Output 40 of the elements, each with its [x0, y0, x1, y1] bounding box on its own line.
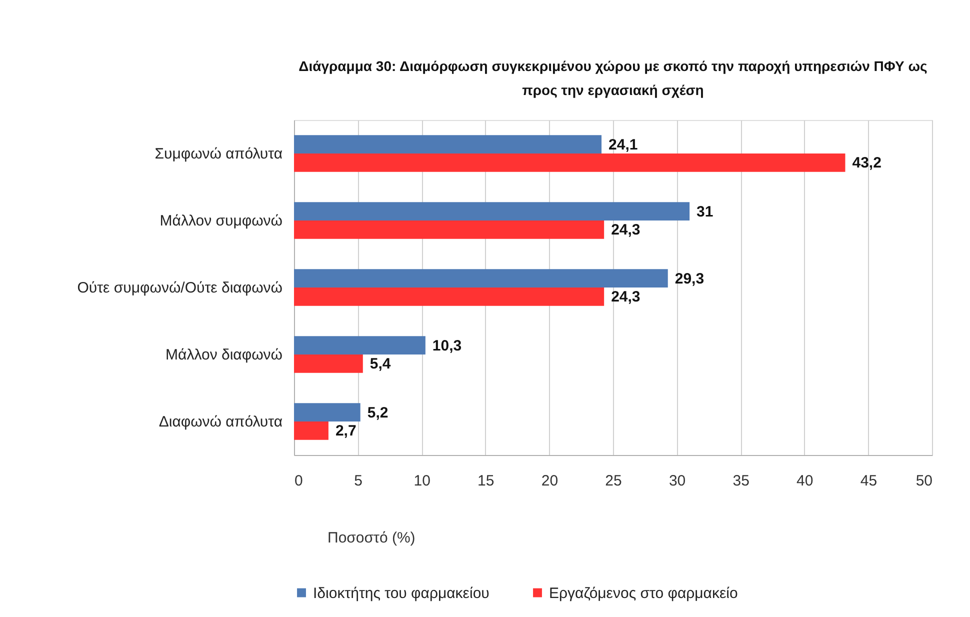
bar	[294, 354, 363, 373]
x-tick-label: 25	[605, 472, 622, 490]
bar	[294, 422, 328, 440]
data-label: 24,3	[611, 288, 640, 306]
bar	[294, 220, 604, 239]
legend-label: Εργαζόμενος στο φαρμακείο	[549, 584, 738, 602]
y-tick-label: Μάλλον συμφωνώ	[160, 212, 283, 230]
legend-label: Ιδιοκτήτης του φαρμακείου	[313, 584, 490, 602]
x-tick-label: 20	[541, 472, 558, 490]
bar	[294, 135, 602, 154]
data-label: 31	[696, 203, 714, 220]
bar	[294, 154, 846, 172]
data-label: 2,7	[335, 422, 356, 440]
x-axis-title: Ποσοστό (%)	[328, 530, 416, 546]
x-tick-label: 0	[294, 472, 303, 490]
x-tick-label: 30	[668, 472, 686, 490]
data-label: 43,2	[852, 154, 882, 172]
x-tick-label: 5	[354, 472, 362, 490]
chart-title: Διάγραμμα 30: Διαμόρφωση συγκεκριμένου χώρου με σκοπό την παροχή υπηρεσιών ΠΦΥ ως προς την εργασιακή σχέση	[298, 58, 928, 98]
x-tick-label: 50	[916, 472, 932, 490]
data-label: 29,3	[674, 270, 704, 288]
y-tick-label: Μάλλον διαφωνώ	[166, 346, 283, 364]
y-tick-label: Ούτε συμφωνώ/Ούτε διαφωνώ	[77, 280, 283, 296]
bar	[294, 202, 690, 220]
bar	[294, 288, 604, 306]
bar	[294, 269, 668, 288]
y-tick-label: Συμφωνώ απόλυτα	[154, 146, 283, 162]
x-tick-label: 15	[478, 472, 494, 490]
y-tick-label: Διαφωνώ απόλυτα	[158, 414, 283, 430]
data-label: 5,2	[367, 404, 388, 422]
x-tick-label: 45	[860, 472, 878, 490]
data-label: 24,3	[611, 222, 640, 239]
x-tick-label: 10	[414, 472, 430, 490]
bar	[294, 336, 426, 354]
data-label: 10,3	[432, 337, 462, 354]
bar	[294, 403, 360, 422]
x-tick-label: 40	[796, 472, 814, 490]
data-label: 24,1	[608, 136, 638, 154]
x-tick-label: 35	[732, 472, 750, 490]
data-label: 5,4	[370, 356, 392, 373]
